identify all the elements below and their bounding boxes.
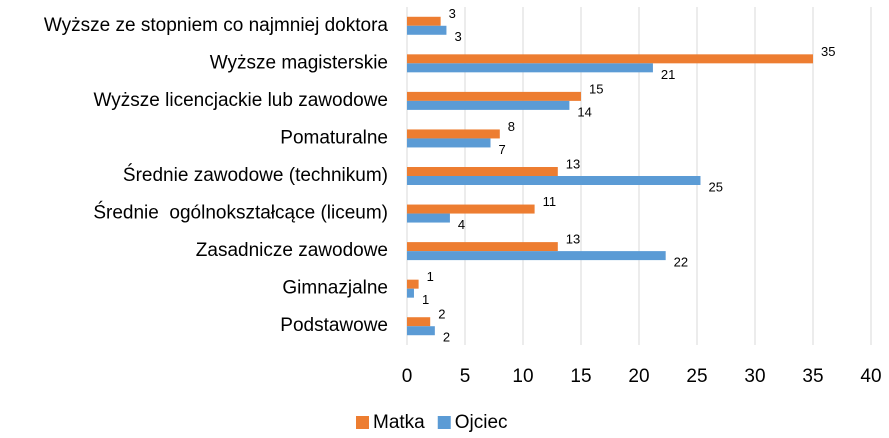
bar — [407, 25, 447, 35]
value-label: 3 — [454, 29, 461, 44]
value-label: 2 — [438, 307, 445, 322]
value-label: 4 — [458, 217, 465, 232]
y-tick-label: Zasadnicze zawodowe — [196, 240, 388, 261]
bar — [407, 54, 813, 64]
bar — [407, 167, 558, 176]
x-tick-label: 15 — [570, 366, 591, 387]
value-label: 15 — [589, 81, 603, 96]
y-tick-label: Podstawowe — [280, 315, 388, 336]
x-tick-label: 35 — [802, 366, 823, 387]
x-tick-label: 0 — [402, 366, 413, 387]
value-label: 2 — [443, 330, 450, 345]
value-label: 3 — [449, 6, 456, 21]
y-tick-label: Średnie zawodowe (technikum) — [123, 164, 388, 186]
bar — [407, 204, 535, 214]
bar — [407, 63, 653, 73]
y-tick-label: Średnie ogólnokształcące (liceum) — [93, 202, 388, 224]
bar — [407, 16, 441, 26]
x-tick-label: 10 — [512, 366, 533, 387]
y-tick-label: Wyższe licencjackie lub zawodowe — [94, 90, 388, 111]
legend-label: Matka — [373, 412, 425, 433]
bar — [407, 251, 666, 261]
bar — [407, 317, 431, 327]
bar — [407, 129, 500, 139]
bar — [407, 213, 450, 223]
value-label: 8 — [508, 119, 515, 134]
y-tick-label: Wyższe magisterskie — [210, 52, 388, 73]
bar — [407, 288, 414, 298]
bar — [407, 326, 435, 336]
x-tick-label: 40 — [860, 366, 881, 387]
x-tick-label: 25 — [686, 366, 707, 387]
bar — [407, 100, 570, 110]
value-label: 1 — [422, 292, 429, 307]
bar — [407, 176, 701, 185]
value-label: 25 — [708, 179, 722, 194]
value-label: 13 — [566, 232, 580, 247]
value-label: 7 — [499, 142, 506, 157]
legend-label: Ojciec — [455, 412, 508, 433]
y-tick-label: Pomaturalne — [280, 127, 388, 148]
value-label: 35 — [821, 44, 835, 59]
legend-swatch — [356, 416, 369, 429]
bar — [407, 91, 581, 101]
bar — [407, 138, 491, 148]
value-label: 21 — [661, 67, 675, 82]
y-tick-label: Wyższe ze stopniem co najmniej doktora — [44, 15, 389, 36]
bar — [407, 279, 419, 289]
value-label: 13 — [566, 156, 580, 171]
x-tick-label: 5 — [460, 366, 471, 387]
value-label: 14 — [577, 104, 591, 119]
y-tick-label: Gimnazjalne — [282, 278, 388, 299]
value-label: 22 — [674, 255, 688, 270]
value-label: 1 — [427, 269, 434, 284]
legend-swatch — [437, 416, 451, 429]
bar — [407, 242, 558, 252]
x-tick-label: 20 — [628, 366, 649, 387]
x-tick-label: 30 — [744, 366, 765, 387]
value-label: 11 — [543, 194, 557, 209]
